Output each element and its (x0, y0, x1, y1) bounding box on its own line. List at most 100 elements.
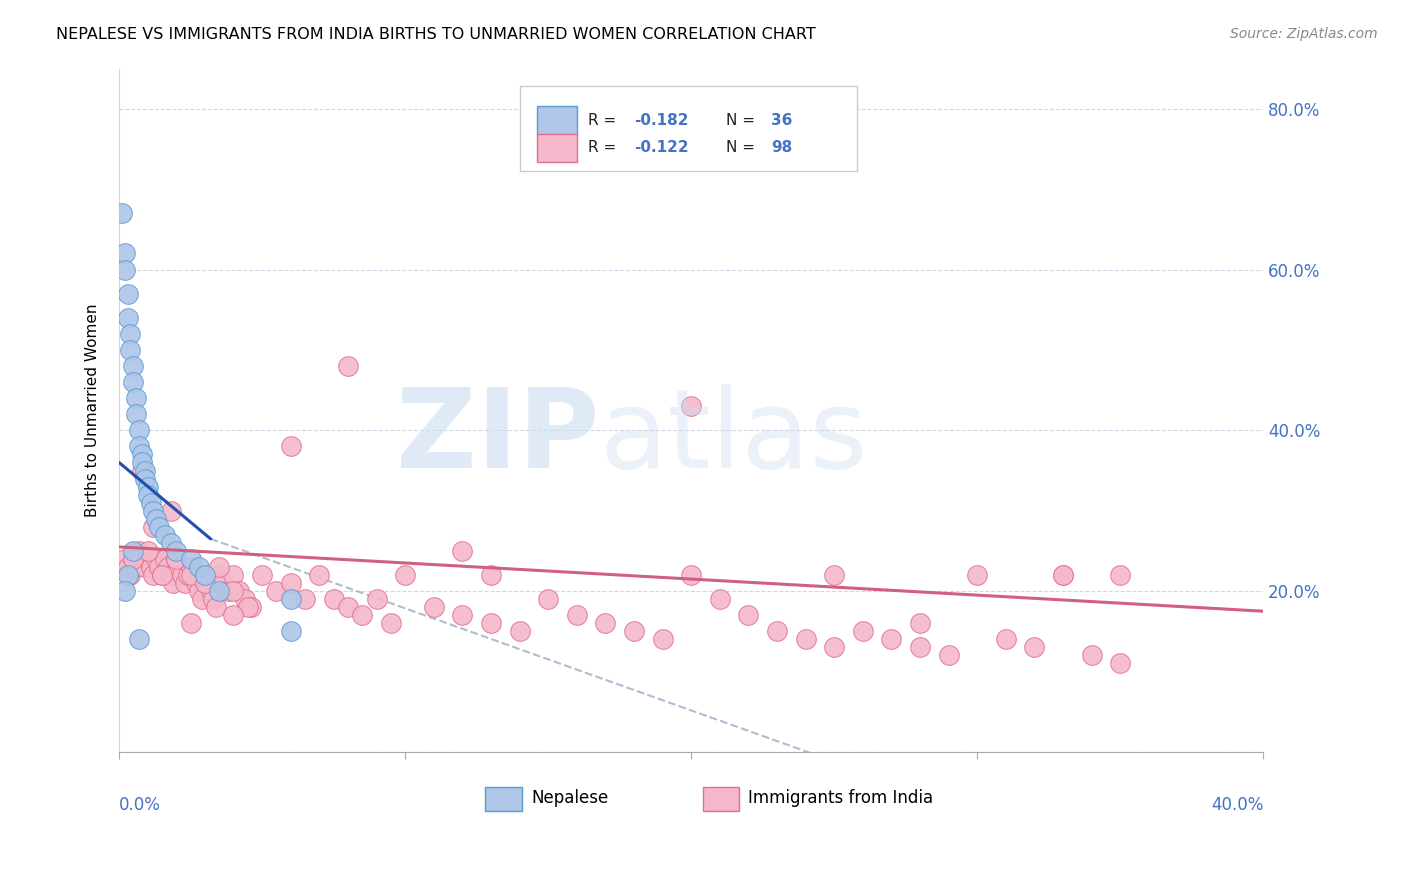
Text: NEPALESE VS IMMIGRANTS FROM INDIA BIRTHS TO UNMARRIED WOMEN CORRELATION CHART: NEPALESE VS IMMIGRANTS FROM INDIA BIRTHS… (56, 27, 815, 42)
Point (131, 455, 153, 469)
Point (122, 359, 145, 373)
Point (142, 520, 165, 534)
Point (183, 568, 205, 582)
Point (1109, 657, 1132, 671)
Text: 36: 36 (772, 113, 793, 128)
Point (145, 512, 167, 526)
Point (208, 568, 231, 582)
Point (250, 568, 273, 582)
Point (122, 375, 145, 389)
Point (150, 568, 173, 582)
Point (153, 528, 176, 542)
Point (167, 560, 190, 574)
Point (134, 471, 156, 485)
Point (122, 544, 145, 558)
Point (139, 560, 162, 574)
Point (156, 560, 179, 574)
Point (122, 552, 145, 566)
Point (233, 592, 256, 607)
Point (114, 262, 136, 277)
Point (565, 608, 588, 623)
Point (222, 568, 245, 582)
Text: Source: ZipAtlas.com: Source: ZipAtlas.com (1230, 27, 1378, 41)
Point (908, 616, 931, 631)
Point (208, 560, 231, 574)
Point (142, 568, 165, 582)
Point (153, 552, 176, 566)
Point (170, 568, 193, 582)
Point (880, 632, 903, 647)
Point (131, 552, 153, 566)
Point (177, 568, 200, 582)
Point (208, 584, 231, 599)
Point (509, 624, 531, 639)
Point (352, 608, 374, 623)
Point (537, 592, 560, 607)
Text: ZIP: ZIP (396, 384, 599, 491)
Point (380, 616, 402, 631)
Point (162, 576, 184, 591)
Point (148, 560, 170, 574)
Point (128, 632, 150, 647)
Point (188, 560, 211, 574)
Point (228, 584, 250, 599)
Point (280, 624, 302, 639)
Point (120, 326, 142, 341)
Point (142, 504, 165, 518)
Point (766, 624, 789, 639)
Point (280, 576, 302, 591)
Point (159, 568, 181, 582)
Point (136, 552, 159, 566)
Point (136, 544, 159, 558)
Point (180, 560, 202, 574)
Point (994, 632, 1017, 647)
Point (128, 544, 150, 558)
Point (451, 608, 474, 623)
FancyBboxPatch shape (537, 134, 576, 162)
Point (308, 568, 330, 582)
FancyBboxPatch shape (703, 787, 740, 811)
Text: N =: N = (725, 113, 759, 128)
Point (180, 552, 202, 566)
Point (134, 560, 156, 574)
Point (134, 463, 156, 477)
Point (194, 568, 217, 582)
Point (681, 568, 703, 582)
Point (194, 568, 217, 582)
Point (159, 504, 181, 518)
Point (651, 632, 673, 647)
Text: 98: 98 (772, 140, 793, 155)
Text: 0.0%: 0.0% (120, 797, 160, 814)
Point (131, 463, 153, 477)
Point (180, 616, 202, 631)
Point (131, 447, 153, 461)
Point (128, 439, 150, 453)
Point (222, 584, 245, 599)
Point (148, 520, 170, 534)
Point (114, 584, 136, 599)
Point (366, 592, 388, 607)
Point (136, 480, 159, 494)
Point (1052, 568, 1074, 582)
Point (117, 286, 139, 301)
Point (222, 608, 245, 623)
Point (194, 576, 217, 591)
Point (191, 592, 214, 607)
Point (125, 560, 148, 574)
Point (111, 206, 134, 220)
Point (479, 568, 502, 582)
Point (202, 592, 225, 607)
Point (120, 343, 142, 357)
Point (165, 544, 187, 558)
Text: Nepalese: Nepalese (531, 789, 609, 807)
Point (159, 536, 181, 550)
Point (336, 600, 359, 615)
Text: -0.182: -0.182 (634, 113, 689, 128)
Point (852, 624, 875, 639)
Point (322, 592, 344, 607)
Point (966, 568, 988, 582)
Point (125, 407, 148, 421)
Y-axis label: Births to Unmarried Women: Births to Unmarried Women (86, 303, 100, 517)
Point (205, 600, 228, 615)
Point (186, 576, 208, 591)
